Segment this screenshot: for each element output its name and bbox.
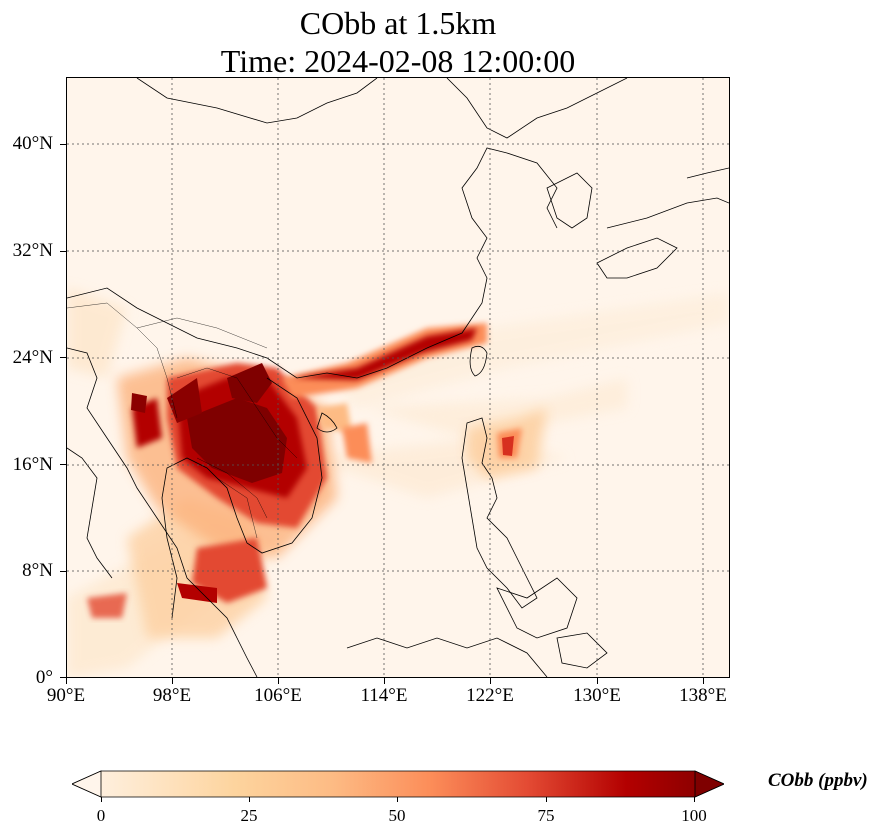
lat-tickmark: [60, 357, 66, 358]
colorbar-tickmark: [101, 797, 102, 802]
lon-tick-106e: 106°E: [254, 685, 302, 706]
lat-tick-8n: 8°N: [22, 560, 53, 581]
colorbar-tickmark: [249, 797, 250, 802]
map-title: CObb at 1.5km Time: 2024-02-08 12:00:00: [66, 4, 730, 80]
plume-luzon: [467, 408, 547, 478]
colorbar-label: CObb (ppbv): [768, 770, 868, 791]
lon-tickmark: [278, 678, 279, 684]
coastlines: [67, 78, 729, 677]
colorbar-tick-50: 50: [388, 806, 406, 825]
lat-tickmark: [60, 464, 66, 465]
lon-tickmark: [172, 678, 173, 684]
lon-tick-114e: 114°E: [360, 685, 408, 706]
plume-indochina: [87, 358, 337, 638]
lon-tickmark: [384, 678, 385, 684]
lon-tick-122e: 122°E: [466, 685, 514, 706]
title-line-2: Time: 2024-02-08 12:00:00: [220, 43, 576, 79]
colorbar-extend-high: [694, 770, 724, 798]
lat-tickmark: [60, 144, 66, 145]
colorbar-tick-100: 100: [681, 806, 707, 825]
lon-tickmark: [597, 678, 598, 684]
lat-tickmark: [60, 677, 66, 678]
colorbar-tick-0: 0: [96, 806, 106, 825]
title-line-1: CObb at 1.5km: [299, 5, 497, 41]
plume-south-china: [282, 323, 487, 463]
colorbar-extend-low: [72, 770, 102, 798]
lat-tick-0: 0°: [35, 667, 53, 688]
colorbar-tick-75: 75: [537, 806, 555, 825]
lon-tick-130e: 130°E: [573, 685, 621, 706]
lat-tickmark: [60, 251, 66, 252]
colorbar-tickmark: [546, 797, 547, 802]
lon-tick-90e: 90°E: [46, 685, 86, 706]
map-panel: [66, 77, 730, 678]
colorbar-tickmark: [397, 797, 398, 802]
map-plot: [67, 78, 729, 677]
colorbar: [72, 770, 724, 798]
colorbar-gradient: [72, 770, 724, 798]
gridlines: [67, 78, 729, 677]
lon-tickmark: [66, 678, 67, 684]
lat-tick-24n: 24°N: [12, 347, 53, 368]
lon-tick-98e: 98°E: [152, 685, 192, 706]
lat-tick-40n: 40°N: [12, 133, 53, 154]
colorbar-tick-25: 25: [240, 806, 258, 825]
lat-tick-16n: 16°N: [12, 454, 53, 475]
lon-tick-138e: 138°E: [679, 685, 727, 706]
lon-tickmark: [703, 678, 704, 684]
lat-tickmark: [60, 571, 66, 572]
lat-tick-32n: 32°N: [12, 240, 53, 261]
colorbar-tickmark: [694, 797, 695, 802]
lon-tickmark: [490, 678, 491, 684]
